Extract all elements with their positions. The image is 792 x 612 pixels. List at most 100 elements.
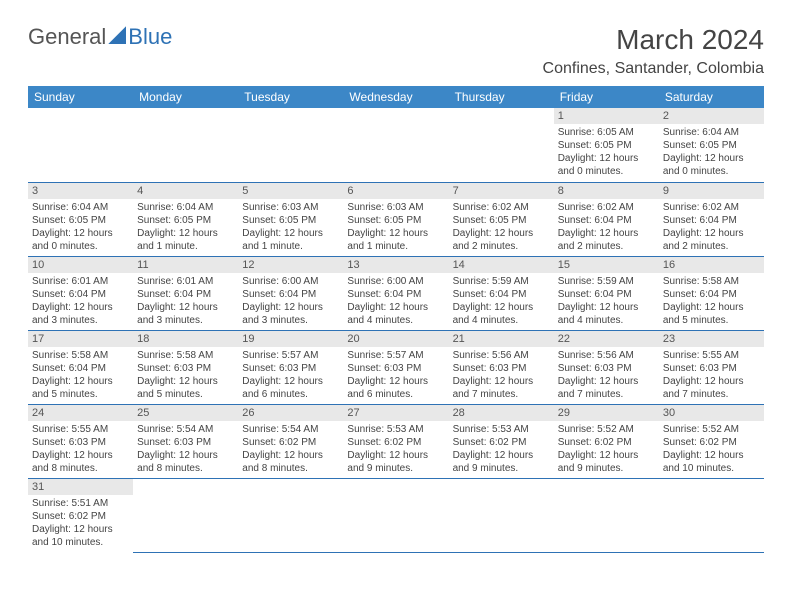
calendar-cell (238, 108, 343, 182)
day-details: Sunrise: 6:02 AMSunset: 6:04 PMDaylight:… (659, 199, 764, 255)
title-block: March 2024 Confines, Santander, Colombia (543, 24, 764, 78)
calendar-cell: 26Sunrise: 5:54 AMSunset: 6:02 PMDayligh… (238, 404, 343, 478)
calendar-cell: 15Sunrise: 5:59 AMSunset: 6:04 PMDayligh… (554, 256, 659, 330)
day-details: Sunrise: 5:55 AMSunset: 6:03 PMDaylight:… (659, 347, 764, 403)
calendar-cell: 12Sunrise: 6:00 AMSunset: 6:04 PMDayligh… (238, 256, 343, 330)
calendar-cell: 4Sunrise: 6:04 AMSunset: 6:05 PMDaylight… (133, 182, 238, 256)
calendar-cell (343, 108, 448, 182)
day-details: Sunrise: 5:53 AMSunset: 6:02 PMDaylight:… (449, 421, 554, 477)
header: General Blue March 2024 Confines, Santan… (28, 24, 764, 78)
calendar-cell: 25Sunrise: 5:54 AMSunset: 6:03 PMDayligh… (133, 404, 238, 478)
day-number: 3 (28, 183, 133, 199)
day-details: Sunrise: 5:55 AMSunset: 6:03 PMDaylight:… (28, 421, 133, 477)
day-number: 8 (554, 183, 659, 199)
day-number: 6 (343, 183, 448, 199)
day-number: 31 (28, 479, 133, 495)
day-details: Sunrise: 5:54 AMSunset: 6:02 PMDaylight:… (238, 421, 343, 477)
weekday-row: SundayMondayTuesdayWednesdayThursdayFrid… (28, 86, 764, 108)
day-details: Sunrise: 6:01 AMSunset: 6:04 PMDaylight:… (28, 273, 133, 329)
calendar-cell: 3Sunrise: 6:04 AMSunset: 6:05 PMDaylight… (28, 182, 133, 256)
calendar-body: 1Sunrise: 6:05 AMSunset: 6:05 PMDaylight… (28, 108, 764, 552)
day-details: Sunrise: 5:56 AMSunset: 6:03 PMDaylight:… (554, 347, 659, 403)
day-details: Sunrise: 6:01 AMSunset: 6:04 PMDaylight:… (133, 273, 238, 329)
logo-sail-icon (108, 26, 126, 44)
day-details: Sunrise: 6:03 AMSunset: 6:05 PMDaylight:… (238, 199, 343, 255)
calendar-cell (554, 478, 659, 552)
day-details: Sunrise: 6:02 AMSunset: 6:04 PMDaylight:… (554, 199, 659, 255)
day-number: 22 (554, 331, 659, 347)
calendar-row: 1Sunrise: 6:05 AMSunset: 6:05 PMDaylight… (28, 108, 764, 182)
day-details: Sunrise: 5:59 AMSunset: 6:04 PMDaylight:… (449, 273, 554, 329)
calendar-cell: 31Sunrise: 5:51 AMSunset: 6:02 PMDayligh… (28, 478, 133, 552)
calendar-cell (659, 478, 764, 552)
calendar-cell: 2Sunrise: 6:04 AMSunset: 6:05 PMDaylight… (659, 108, 764, 182)
weekday-header: Thursday (449, 86, 554, 108)
day-details: Sunrise: 6:02 AMSunset: 6:05 PMDaylight:… (449, 199, 554, 255)
day-number: 26 (238, 405, 343, 421)
location: Confines, Santander, Colombia (543, 60, 764, 78)
day-details: Sunrise: 6:00 AMSunset: 6:04 PMDaylight:… (343, 273, 448, 329)
day-details: Sunrise: 5:58 AMSunset: 6:03 PMDaylight:… (133, 347, 238, 403)
day-details: Sunrise: 6:04 AMSunset: 6:05 PMDaylight:… (28, 199, 133, 255)
calendar-row: 24Sunrise: 5:55 AMSunset: 6:03 PMDayligh… (28, 404, 764, 478)
day-number: 14 (449, 257, 554, 273)
calendar-cell: 29Sunrise: 5:52 AMSunset: 6:02 PMDayligh… (554, 404, 659, 478)
calendar-table: SundayMondayTuesdayWednesdayThursdayFrid… (28, 86, 764, 553)
day-number: 24 (28, 405, 133, 421)
calendar-cell (449, 478, 554, 552)
calendar-row: 31Sunrise: 5:51 AMSunset: 6:02 PMDayligh… (28, 478, 764, 552)
day-details: Sunrise: 5:58 AMSunset: 6:04 PMDaylight:… (659, 273, 764, 329)
calendar-cell: 24Sunrise: 5:55 AMSunset: 6:03 PMDayligh… (28, 404, 133, 478)
calendar-cell (238, 478, 343, 552)
day-details: Sunrise: 5:57 AMSunset: 6:03 PMDaylight:… (343, 347, 448, 403)
calendar-cell: 27Sunrise: 5:53 AMSunset: 6:02 PMDayligh… (343, 404, 448, 478)
calendar-cell: 8Sunrise: 6:02 AMSunset: 6:04 PMDaylight… (554, 182, 659, 256)
calendar-cell: 6Sunrise: 6:03 AMSunset: 6:05 PMDaylight… (343, 182, 448, 256)
day-details: Sunrise: 6:00 AMSunset: 6:04 PMDaylight:… (238, 273, 343, 329)
day-details: Sunrise: 5:52 AMSunset: 6:02 PMDaylight:… (659, 421, 764, 477)
day-number: 19 (238, 331, 343, 347)
logo-text-1: General (28, 24, 106, 50)
calendar-head: SundayMondayTuesdayWednesdayThursdayFrid… (28, 86, 764, 108)
day-details: Sunrise: 5:54 AMSunset: 6:03 PMDaylight:… (133, 421, 238, 477)
day-number: 9 (659, 183, 764, 199)
calendar-cell: 21Sunrise: 5:56 AMSunset: 6:03 PMDayligh… (449, 330, 554, 404)
calendar-cell: 13Sunrise: 6:00 AMSunset: 6:04 PMDayligh… (343, 256, 448, 330)
day-number: 27 (343, 405, 448, 421)
weekday-header: Saturday (659, 86, 764, 108)
calendar-cell: 11Sunrise: 6:01 AMSunset: 6:04 PMDayligh… (133, 256, 238, 330)
calendar-cell: 22Sunrise: 5:56 AMSunset: 6:03 PMDayligh… (554, 330, 659, 404)
calendar-cell (133, 478, 238, 552)
day-number: 13 (343, 257, 448, 273)
calendar-cell: 16Sunrise: 5:58 AMSunset: 6:04 PMDayligh… (659, 256, 764, 330)
calendar-row: 17Sunrise: 5:58 AMSunset: 6:04 PMDayligh… (28, 330, 764, 404)
day-details: Sunrise: 5:59 AMSunset: 6:04 PMDaylight:… (554, 273, 659, 329)
day-number: 30 (659, 405, 764, 421)
day-number: 28 (449, 405, 554, 421)
day-number: 10 (28, 257, 133, 273)
calendar-cell: 7Sunrise: 6:02 AMSunset: 6:05 PMDaylight… (449, 182, 554, 256)
day-details: Sunrise: 6:05 AMSunset: 6:05 PMDaylight:… (554, 124, 659, 180)
day-number: 16 (659, 257, 764, 273)
day-number: 11 (133, 257, 238, 273)
calendar-cell (449, 108, 554, 182)
logo-text-2: Blue (128, 24, 172, 50)
day-number: 20 (343, 331, 448, 347)
day-details: Sunrise: 5:52 AMSunset: 6:02 PMDaylight:… (554, 421, 659, 477)
calendar-cell: 19Sunrise: 5:57 AMSunset: 6:03 PMDayligh… (238, 330, 343, 404)
weekday-header: Wednesday (343, 86, 448, 108)
calendar-cell (133, 108, 238, 182)
day-details: Sunrise: 5:53 AMSunset: 6:02 PMDaylight:… (343, 421, 448, 477)
day-number: 2 (659, 108, 764, 124)
day-number: 5 (238, 183, 343, 199)
day-details: Sunrise: 6:04 AMSunset: 6:05 PMDaylight:… (133, 199, 238, 255)
weekday-header: Monday (133, 86, 238, 108)
weekday-header: Tuesday (238, 86, 343, 108)
day-number: 21 (449, 331, 554, 347)
day-details: Sunrise: 5:51 AMSunset: 6:02 PMDaylight:… (28, 495, 133, 551)
calendar-cell (28, 108, 133, 182)
day-number: 1 (554, 108, 659, 124)
calendar-cell (343, 478, 448, 552)
day-details: Sunrise: 6:04 AMSunset: 6:05 PMDaylight:… (659, 124, 764, 180)
weekday-header: Sunday (28, 86, 133, 108)
